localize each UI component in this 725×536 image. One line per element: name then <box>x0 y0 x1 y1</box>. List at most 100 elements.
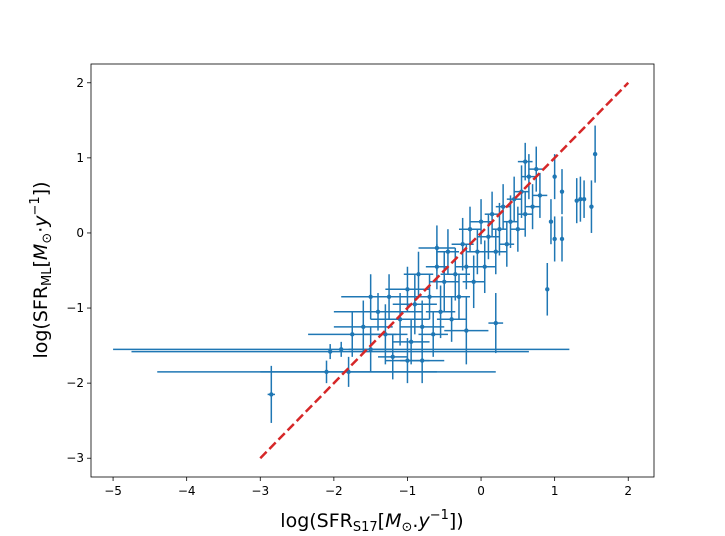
x-tick-label: −5 <box>104 484 122 498</box>
point-marker <box>486 234 491 239</box>
data-point <box>370 293 430 346</box>
data-point <box>517 191 533 237</box>
point-marker <box>434 245 440 251</box>
x-tick-label: −2 <box>325 484 343 498</box>
point-marker <box>368 294 373 299</box>
data-point <box>525 184 540 230</box>
data-point <box>341 274 401 320</box>
data-point <box>333 293 423 331</box>
point-marker <box>581 196 587 202</box>
data-point <box>548 199 554 245</box>
data-point <box>581 180 587 218</box>
point-marker <box>493 249 498 254</box>
point-marker <box>390 354 395 360</box>
data-layer <box>113 125 598 423</box>
point-marker <box>408 339 414 345</box>
point-marker <box>548 219 554 224</box>
point-marker <box>578 196 583 202</box>
point-marker <box>427 294 432 299</box>
x-tick-label: −3 <box>251 484 269 498</box>
point-marker <box>471 279 476 284</box>
point-marker <box>368 347 373 352</box>
point-marker <box>419 358 425 363</box>
data-point <box>418 225 456 271</box>
one-to-one-line <box>259 81 630 460</box>
point-marker <box>537 193 543 198</box>
data-point <box>574 178 579 224</box>
x-axis-label: log(SFRS17[M⊙.y−1]) <box>280 508 463 535</box>
point-marker <box>574 198 579 203</box>
data-point <box>592 125 598 183</box>
point-marker <box>350 332 355 337</box>
point-marker <box>375 309 381 314</box>
point-marker <box>500 204 506 209</box>
x-tick-label: 2 <box>624 484 632 498</box>
point-marker <box>523 211 528 217</box>
point-marker <box>552 174 557 179</box>
point-marker <box>482 264 487 269</box>
data-point <box>378 334 408 380</box>
point-marker <box>412 302 418 307</box>
point-marker <box>589 204 594 209</box>
point-marker <box>419 324 425 330</box>
point-marker <box>464 328 469 333</box>
data-point <box>492 202 507 256</box>
point-marker <box>460 242 465 247</box>
y-tick-label: −1 <box>66 301 84 315</box>
point-marker <box>523 159 528 164</box>
y-tick-label: −2 <box>66 376 84 390</box>
point-marker <box>327 349 333 354</box>
x-ticks: −5 −4 −3 −2 −1 0 1 2 <box>104 477 632 498</box>
x-tick-label: −1 <box>399 484 417 498</box>
point-marker <box>530 204 535 209</box>
data-point <box>559 169 565 215</box>
point-marker <box>269 392 274 397</box>
data-point <box>532 172 548 218</box>
data-point <box>488 293 504 354</box>
point-marker <box>467 227 473 232</box>
point-marker <box>475 249 480 254</box>
data-point <box>400 300 445 354</box>
point-marker <box>456 294 462 299</box>
point-marker <box>464 264 469 269</box>
point-marker <box>478 219 484 224</box>
point-marker <box>442 279 447 284</box>
data-point <box>552 216 557 262</box>
y-ticks: −3 −2 −1 0 1 2 <box>66 76 91 465</box>
point-marker <box>545 287 550 292</box>
data-point <box>267 365 275 423</box>
point-marker <box>497 227 502 232</box>
data-point <box>484 191 500 237</box>
point-marker <box>552 236 557 242</box>
data-point <box>510 206 526 252</box>
point-marker <box>431 332 436 337</box>
data-point <box>400 338 445 384</box>
data-point <box>425 285 456 339</box>
x-tick-label: 1 <box>551 484 559 498</box>
point-marker <box>515 227 521 232</box>
point-marker <box>493 320 498 326</box>
point-marker <box>416 272 421 277</box>
data-point <box>499 221 515 267</box>
x-tick-label: −4 <box>178 484 196 498</box>
data-point <box>436 296 467 342</box>
point-marker <box>489 211 495 217</box>
y-tick-label: 0 <box>76 226 84 240</box>
y-tick-label: −3 <box>66 451 84 465</box>
data-point <box>403 251 434 297</box>
data-point <box>528 146 544 192</box>
point-marker <box>361 324 366 330</box>
point-marker <box>559 189 565 194</box>
y-axis-label: log(SFRML[M⊙·y−1]) <box>28 181 55 358</box>
plot-frame <box>90 63 655 478</box>
data-point <box>131 344 529 360</box>
data-point <box>418 311 448 357</box>
y-tick-label: 2 <box>76 76 84 90</box>
point-marker <box>559 236 565 242</box>
data-point <box>506 176 522 222</box>
data-point <box>333 300 393 354</box>
point-marker <box>534 166 539 172</box>
point-marker <box>438 309 443 314</box>
reference-line-layer <box>259 81 630 460</box>
